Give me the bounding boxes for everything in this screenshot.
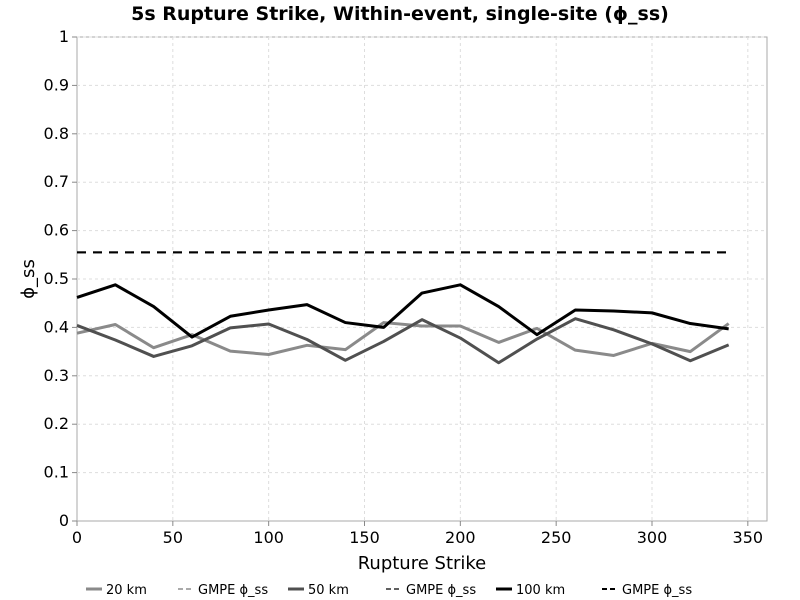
x-tick-label: 50 [163, 528, 183, 547]
y-tick-label: 0.3 [44, 366, 69, 385]
y-axis-ticks: 0 0.1 0.2 0.3 0.4 0.5 0.6 0.7 0.8 0.9 1 [44, 27, 77, 530]
legend: 20 km GMPE ϕ_ss 50 km GMPE ϕ_ss 100 km GMPE ϕ… [86, 583, 692, 598]
y-tick-label: 0.8 [44, 124, 69, 143]
x-tick-label: 150 [349, 528, 380, 547]
chart-title: 5s Rupture Strike, Within-event, single-… [131, 3, 669, 25]
y-tick-label: 0.1 [44, 463, 69, 482]
series-lines [76, 251, 730, 365]
legend-label-5: GMPE ϕ_ss [622, 583, 692, 598]
series-line-0 [76, 321, 730, 357]
y-tick-label: 0.6 [44, 221, 69, 240]
y-tick-label: 0.7 [44, 172, 69, 191]
x-axis-ticks: 0 50 100 150 200 250 300 350 [72, 521, 763, 547]
y-tick-label: 0.4 [44, 317, 69, 336]
series-line-4 [76, 283, 729, 339]
y-tick-label: 1 [59, 27, 69, 46]
legend-label-2: 50 km [308, 583, 349, 598]
x-axis-label: Rupture Strike [358, 553, 487, 574]
x-tick-label: 300 [637, 528, 668, 547]
y-tick-label: 0 [59, 511, 69, 530]
legend-label-3: GMPE ϕ_ss [406, 583, 476, 598]
x-tick-label: 0 [72, 528, 82, 547]
legend-label-0: 20 km [106, 583, 147, 598]
legend-label-4: 100 km [516, 583, 565, 598]
y-tick-label: 0.9 [44, 75, 69, 94]
y-tick-label: 0.5 [44, 269, 69, 288]
x-tick-label: 200 [445, 528, 476, 547]
series-line-2 [76, 317, 730, 365]
x-tick-label: 250 [541, 528, 572, 547]
x-tick-label: 350 [733, 528, 764, 547]
x-tick-label: 100 [253, 528, 284, 547]
legend-label-1: GMPE ϕ_ss [198, 583, 268, 598]
y-axis-label: ϕ_ss [18, 259, 39, 299]
y-tick-label: 0.2 [44, 414, 69, 433]
